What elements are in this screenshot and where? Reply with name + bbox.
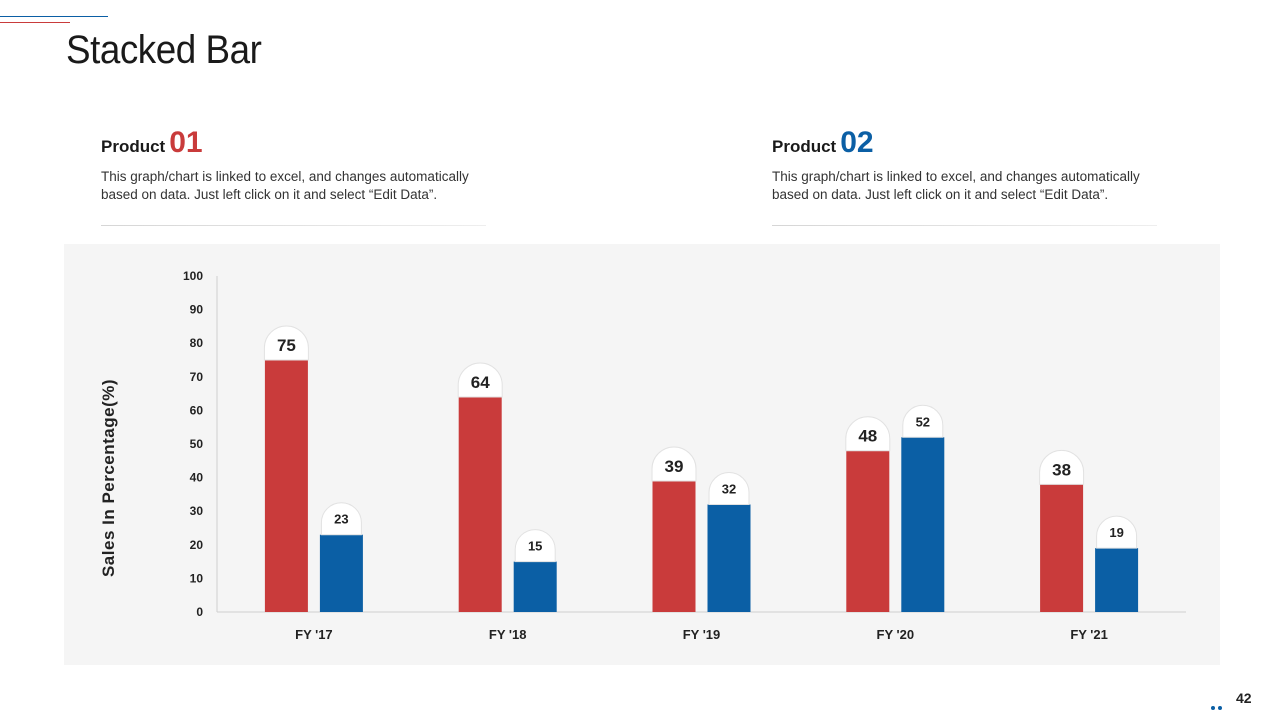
data-label-bubble: [514, 529, 556, 563]
product-02-number: 02: [840, 126, 874, 159]
y-tick-label: 40: [190, 471, 204, 485]
data-label-bubble: [457, 362, 503, 398]
data-label: 19: [1109, 525, 1123, 540]
data-label-bubble: [902, 404, 944, 438]
product-02-description: This graph/chart is linked to excel, and…: [772, 169, 1140, 202]
decorative-line-blue: [0, 16, 108, 17]
decorative-line-red: [0, 22, 70, 23]
bar-1: [1040, 484, 1084, 612]
data-label: 75: [277, 336, 296, 355]
bar-1: [652, 480, 696, 612]
x-tick-label: FY '20: [877, 627, 915, 642]
bar-1: [458, 396, 502, 612]
data-label-bubble: [320, 502, 362, 536]
product-01-label: Product: [101, 137, 166, 156]
x-tick-label: FY '19: [683, 627, 721, 642]
data-label: 23: [334, 512, 348, 527]
data-label: 15: [528, 539, 542, 554]
data-label: 39: [665, 457, 684, 476]
x-tick-label: FY '17: [295, 627, 333, 642]
y-tick-label: 90: [190, 303, 204, 317]
data-label: 52: [916, 414, 930, 429]
product-02-divider: [772, 225, 1157, 226]
product-01-description: This graph/chart is linked to excel, and…: [101, 169, 469, 202]
chart-panel: 0 10 20 30 40 50 60 70 80 90 100 Sales In Percentag…: [64, 244, 1220, 665]
data-label-bubble: [1039, 449, 1085, 485]
y-tick-label: 10: [190, 571, 204, 585]
bar-2: [1095, 548, 1139, 612]
y-tick-label: 0: [196, 605, 203, 619]
product-02-block: Product 02 This graph/chart is linked to…: [772, 126, 1157, 226]
page-title: Stacked Bar: [66, 28, 262, 72]
product-01-number: 01: [169, 126, 203, 159]
y-tick-label: 70: [190, 370, 204, 384]
y-tick-label: 50: [190, 437, 204, 451]
bar-2: [319, 534, 363, 612]
bar-1: [846, 450, 890, 612]
y-tick-label: 60: [190, 403, 204, 417]
y-axis-title: Sales In Percentage(%): [99, 379, 118, 577]
page-dots-icon: [1211, 706, 1223, 711]
data-label-bubble: [845, 416, 891, 452]
product-02-label: Product: [772, 137, 837, 156]
x-tick-label: FY '18: [489, 627, 527, 642]
page-number: 42: [1236, 690, 1252, 706]
bar-chart[interactable]: 0 10 20 30 40 50 60 70 80 90 100 Sales In Percentag…: [64, 244, 1220, 665]
bar-1: [264, 360, 308, 612]
data-label: 32: [722, 481, 736, 496]
data-label-bubble: [651, 446, 697, 482]
y-tick-label: 20: [190, 538, 204, 552]
data-label: 38: [1052, 460, 1071, 479]
y-tick-label: 80: [190, 336, 204, 350]
data-label-bubble: [708, 472, 750, 505]
y-tick-label: 100: [183, 269, 203, 283]
product-01-divider: [101, 225, 486, 226]
data-label-bubble: [263, 325, 309, 361]
bar-2: [707, 504, 751, 612]
data-label: 64: [471, 373, 490, 392]
x-tick-label: FY '21: [1070, 627, 1108, 642]
bar-2: [901, 437, 945, 612]
data-label: 48: [858, 427, 877, 446]
product-01-block: Product 01 This graph/chart is linked to…: [101, 126, 486, 226]
data-label-bubble: [1096, 515, 1138, 549]
bar-2: [513, 561, 557, 612]
y-tick-label: 30: [190, 504, 204, 518]
